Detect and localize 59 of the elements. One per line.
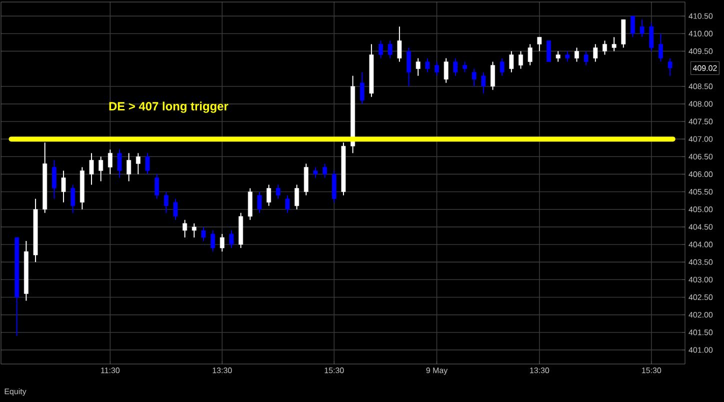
candlestick bbox=[434, 61, 439, 76]
candlestick bbox=[126, 152, 132, 182]
candlestick bbox=[602, 40, 607, 56]
candlestick bbox=[528, 44, 532, 66]
candlestick bbox=[630, 16, 635, 38]
candlestick bbox=[556, 50, 560, 62]
candlestick bbox=[658, 33, 663, 62]
candlestick bbox=[481, 72, 486, 94]
candlestick bbox=[360, 72, 364, 104]
candlestick bbox=[294, 184, 300, 210]
candlestick bbox=[378, 40, 383, 59]
candlestick bbox=[164, 191, 168, 214]
candlestick bbox=[500, 58, 504, 76]
candlestick bbox=[117, 149, 122, 178]
candlestick bbox=[70, 184, 76, 214]
candlestick bbox=[154, 174, 160, 200]
candlestick bbox=[668, 58, 672, 76]
candlestick bbox=[136, 152, 140, 175]
candlestick bbox=[416, 58, 420, 76]
candlestick bbox=[229, 230, 234, 249]
candlestick bbox=[425, 58, 430, 73]
candlestick bbox=[145, 152, 150, 175]
candlestick bbox=[173, 198, 178, 220]
candlestick bbox=[89, 152, 94, 186]
candlestick bbox=[640, 19, 644, 38]
candlestick bbox=[406, 47, 411, 87]
candlestick bbox=[649, 22, 654, 52]
candlestick bbox=[453, 58, 458, 76]
candlestick bbox=[313, 166, 318, 178]
candlestick bbox=[612, 36, 616, 52]
candlestick bbox=[61, 170, 66, 203]
ref-line-label: DE > 407 long trigger bbox=[109, 102, 228, 113]
candlestick bbox=[388, 40, 392, 59]
candlestick bbox=[574, 47, 579, 62]
candlestick bbox=[220, 233, 224, 252]
candlestick bbox=[98, 156, 104, 182]
candlestick bbox=[546, 40, 551, 62]
candlestick bbox=[108, 149, 112, 175]
candlestick bbox=[276, 184, 280, 200]
candlestick bbox=[266, 184, 272, 206]
candlestick bbox=[509, 50, 514, 73]
candlestick bbox=[52, 160, 56, 200]
candlestick bbox=[397, 26, 402, 62]
candlestick bbox=[201, 226, 206, 242]
candlestick bbox=[210, 230, 216, 252]
candlestick bbox=[462, 61, 467, 73]
candlestick bbox=[537, 36, 542, 52]
candlestick bbox=[565, 50, 570, 62]
candlestick bbox=[490, 61, 495, 90]
candlestick bbox=[285, 194, 290, 214]
candlestick bbox=[593, 44, 598, 62]
candlestick bbox=[444, 58, 448, 84]
candlestick bbox=[518, 50, 523, 70]
candlestick bbox=[192, 222, 196, 238]
candlestick bbox=[472, 68, 476, 87]
candlestick bbox=[257, 191, 262, 214]
candlestick bbox=[584, 50, 588, 66]
candlestick bbox=[322, 163, 328, 178]
candlestick bbox=[182, 219, 188, 238]
